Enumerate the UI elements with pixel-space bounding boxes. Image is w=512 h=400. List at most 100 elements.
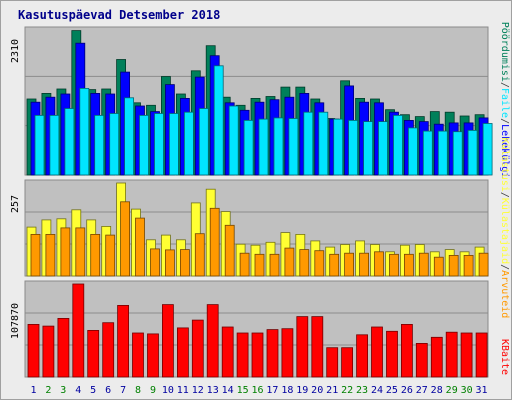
visitors-bar — [135, 217, 145, 277]
day-label: 5 — [90, 385, 96, 396]
day-label: 20 — [311, 385, 323, 396]
hits-bar — [467, 129, 478, 176]
hits-bar — [49, 115, 60, 176]
legend-bottom: KBaite — [499, 339, 510, 375]
visitors-bar — [194, 233, 205, 277]
kb-bar — [87, 329, 100, 378]
visitors-bar — [374, 251, 384, 277]
panel-1-ymax-label: 2310 — [10, 39, 21, 63]
legend-top: Pöördumisi/Faile/Lehekülgi — [499, 22, 510, 179]
legend-middle-item: Külastajaid — [499, 198, 510, 264]
hits-bar — [437, 130, 448, 176]
kb-bar — [57, 317, 70, 378]
day-label: 21 — [326, 385, 338, 396]
hits-bar — [109, 113, 120, 176]
visitors-bar — [209, 207, 220, 277]
legend-top-item: Lehekülgi — [499, 124, 510, 178]
hits-bar — [198, 108, 209, 176]
visitors-bar — [314, 250, 325, 277]
day-label: 17 — [266, 385, 278, 396]
kb-bar — [176, 327, 189, 378]
visitors-bar — [30, 233, 41, 277]
visitors-bar — [105, 234, 116, 277]
visitors-bar — [463, 254, 474, 277]
day-label: 18 — [281, 385, 293, 396]
hits-bar — [34, 115, 45, 176]
day-label: 24 — [371, 385, 383, 396]
day-label: 27 — [416, 385, 428, 396]
hits-bar — [363, 121, 374, 176]
hits-bar — [154, 113, 164, 176]
day-label: 1 — [30, 385, 36, 396]
legend-top-item: Faile — [499, 88, 510, 118]
hits-bar — [407, 127, 418, 176]
kb-bar — [356, 334, 369, 378]
visitors-bar — [90, 233, 101, 277]
hits-bar — [348, 120, 359, 176]
hits-bar — [482, 123, 493, 176]
visitors-bar — [433, 256, 444, 277]
day-label: 9 — [150, 385, 156, 396]
kb-bar — [72, 283, 85, 378]
day-label: 2 — [45, 385, 51, 396]
hits-bar — [393, 115, 403, 176]
visitors-bar — [254, 253, 265, 277]
visitors-bar — [45, 233, 56, 277]
visitors-bar — [389, 253, 399, 277]
day-label: 26 — [401, 385, 413, 396]
visitors-bar — [150, 248, 160, 277]
day-label: 4 — [75, 385, 81, 396]
panel-2-ymax-label: 257 — [10, 195, 21, 213]
visitors-bar — [224, 224, 235, 277]
hits-bar — [378, 121, 388, 176]
kb-bar — [371, 326, 383, 378]
day-label: 30 — [461, 385, 473, 396]
legend-top-item: Pöördumisi — [499, 22, 510, 82]
day-label: 11 — [177, 385, 189, 396]
visitors-bar — [269, 253, 280, 277]
hits-bar — [452, 131, 463, 176]
legend-bottom-item: KBaite — [499, 339, 510, 375]
kb-bar — [132, 332, 144, 378]
kb-bar — [221, 326, 234, 378]
legend-middle-item: Külastusi — [499, 138, 510, 192]
hits-bar — [64, 108, 75, 176]
day-label: 25 — [386, 385, 398, 396]
kb-bar — [161, 304, 174, 378]
hits-bar — [273, 117, 284, 176]
hits-bar — [213, 65, 224, 176]
kb-bar — [415, 342, 428, 378]
hits-bar — [243, 120, 254, 176]
hits-bar — [333, 118, 344, 176]
visitors-bar — [403, 253, 414, 277]
kb-bar — [191, 319, 204, 378]
panel-3-ymax-label: 107870 — [10, 303, 21, 339]
day-label: 10 — [162, 385, 174, 396]
day-label: 12 — [192, 385, 204, 396]
kb-bar — [386, 330, 398, 378]
hits-bar — [168, 113, 179, 176]
hits-bar — [124, 97, 134, 176]
visitors-bar — [329, 253, 340, 277]
kb-bar — [326, 347, 339, 378]
legend-middle: Külastusi/Külastajaid/Arvuteid — [499, 138, 510, 319]
day-label: 8 — [135, 385, 141, 396]
visitors-bar — [359, 252, 370, 277]
day-label: 22 — [341, 385, 353, 396]
hits-bar — [183, 111, 194, 176]
hits-bar — [228, 105, 239, 176]
day-label: 14 — [222, 385, 234, 396]
hits-bar — [94, 115, 105, 176]
visitors-bar — [448, 254, 459, 277]
hits-bar — [79, 88, 90, 176]
chart-title: Kasutuspäevad Detsember 2018 — [18, 8, 221, 22]
kb-bar — [445, 331, 458, 378]
visitors-bar — [60, 227, 71, 277]
kb-bar — [102, 322, 115, 378]
kb-bar — [117, 304, 129, 378]
visitors-bar — [299, 249, 310, 277]
kb-bar — [147, 333, 159, 378]
kb-bar — [236, 332, 249, 378]
hits-bar — [288, 118, 299, 176]
